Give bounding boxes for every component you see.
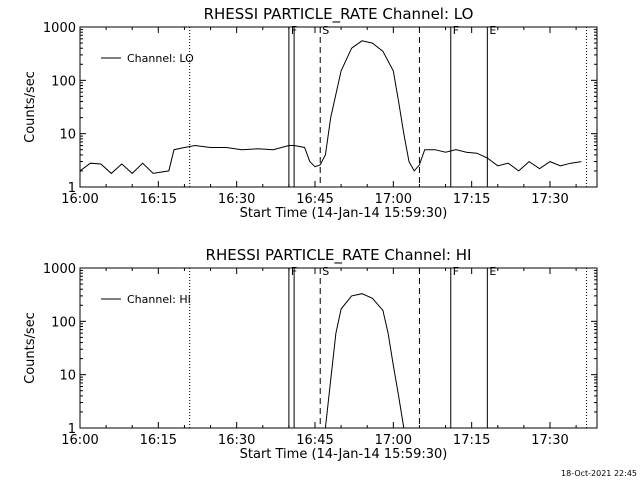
- y-axis-label: Counts/sec: [23, 312, 38, 384]
- x-tick-label: 16:30: [218, 192, 255, 207]
- x-tick-label: 16:45: [296, 433, 333, 448]
- x-tick-label: 16:15: [140, 192, 177, 207]
- plot-frame: [79, 267, 598, 429]
- x-tick-label: 16:30: [218, 433, 255, 448]
- x-tick-label: 16:45: [296, 192, 333, 207]
- x-tick-label: 17:15: [453, 192, 490, 207]
- y-tick-label: 1: [68, 422, 76, 437]
- plot-frame: [79, 26, 598, 188]
- y-tick-label: 100: [51, 315, 76, 330]
- x-tick-label: 16:00: [61, 192, 98, 207]
- series-line: [324, 293, 405, 429]
- series-line: [79, 40, 582, 175]
- event-marker-label: F: [453, 265, 459, 278]
- x-tick-label: 16:00: [61, 433, 98, 448]
- y-tick-label: 10: [59, 128, 76, 143]
- event-marker-label: F: [453, 24, 459, 37]
- event-marker-label: S: [322, 265, 329, 278]
- panel-hi: RHESSI PARTICLE_RATE Channel: HI Start Ti…: [23, 246, 598, 462]
- y-tick-label: 10: [59, 369, 76, 384]
- chart-title: RHESSI PARTICLE_RATE Channel: LO: [204, 5, 474, 24]
- event-marker-label: E: [489, 265, 496, 278]
- legend-label: Channel: LO: [127, 52, 194, 65]
- x-tick-label: 17:00: [375, 433, 412, 448]
- panel-lo: RHESSI PARTICLE_RATE Channel: LO Start Ti…: [23, 5, 598, 221]
- x-tick-label: 17:30: [531, 192, 568, 207]
- y-tick-label: 1000: [43, 21, 76, 36]
- event-marker-label: S: [322, 24, 329, 37]
- x-tick-label: 17:15: [453, 433, 490, 448]
- y-tick-label: 1000: [43, 262, 76, 277]
- event-marker-label: E: [489, 24, 496, 37]
- y-tick-label: 100: [51, 74, 76, 89]
- x-axis-label: Start Time (14-Jan-14 15:59:30): [240, 206, 448, 221]
- chart-title: RHESSI PARTICLE_RATE Channel: HI: [206, 246, 472, 265]
- legend-label: Channel: HI: [127, 293, 191, 306]
- y-tick-label: 1: [68, 181, 76, 196]
- timestamp: 18-Oct-2021 22:45: [561, 469, 637, 478]
- y-axis-label: Counts/sec: [23, 71, 38, 143]
- x-tick-label: 17:30: [531, 433, 568, 448]
- x-axis-label: Start Time (14-Jan-14 15:59:30): [240, 447, 448, 462]
- x-tick-label: 17:00: [375, 192, 412, 207]
- x-tick-label: 16:15: [140, 433, 177, 448]
